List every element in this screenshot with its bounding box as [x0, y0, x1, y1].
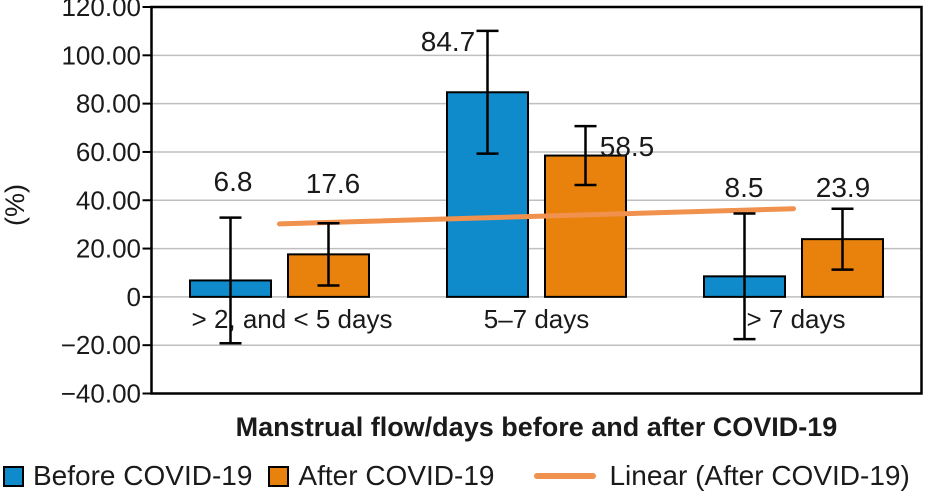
y-tick-label: 100.00: [61, 40, 141, 70]
legend-label-linear: Linear (After COVID-19): [609, 460, 910, 491]
value-label: 17.6: [306, 168, 361, 199]
x-category-label: 5–7 days: [484, 304, 590, 334]
legend-trendline-icon: [534, 473, 597, 479]
y-tick-label: 0: [127, 282, 141, 312]
y-tick-label: 120.00: [61, 0, 141, 22]
legend: Before COVID-19 After COVID-19 Linear (A…: [3, 459, 910, 493]
value-label: 23.9: [816, 172, 871, 203]
value-label: 6.8: [214, 166, 253, 197]
legend-swatch-after-covid: [268, 465, 290, 487]
y-axis-unit-label: (%): [0, 184, 30, 226]
y-tick-label: 40.00: [76, 185, 141, 215]
y-tick-label: −40.00: [61, 379, 141, 409]
legend-item-after-covid: After COVID-19: [268, 460, 494, 492]
legend-swatch-before-covid: [3, 465, 24, 487]
x-category-label: > 7 days: [746, 304, 845, 334]
plot-area: 120.00 100.00 80.00 60.00 40.00 20.00 0 −20.00 −…: [0, 0, 923, 409]
y-tick-label: 20.00: [76, 234, 141, 264]
y-tick-label: 80.00: [76, 89, 141, 119]
x-category-label: > 2, and < 5 days: [192, 304, 393, 334]
legend-item-linear: Linear (After COVID-19): [534, 460, 910, 492]
value-label: 8.5: [725, 172, 764, 203]
x-axis-title: Manstrual flow/days before and after COV…: [235, 412, 838, 442]
y-tick-label: −20.00: [61, 330, 141, 360]
y-tick-label: 60.00: [76, 137, 141, 167]
legend-item-before-covid: Before COVID-19: [3, 460, 252, 492]
value-label: 84.7: [421, 26, 476, 57]
legend-label-after-covid: After COVID-19: [298, 460, 495, 491]
trend-line: [277, 206, 796, 227]
value-label: 58.5: [600, 131, 655, 162]
legend-label-before-covid: Before COVID-19: [33, 460, 253, 491]
